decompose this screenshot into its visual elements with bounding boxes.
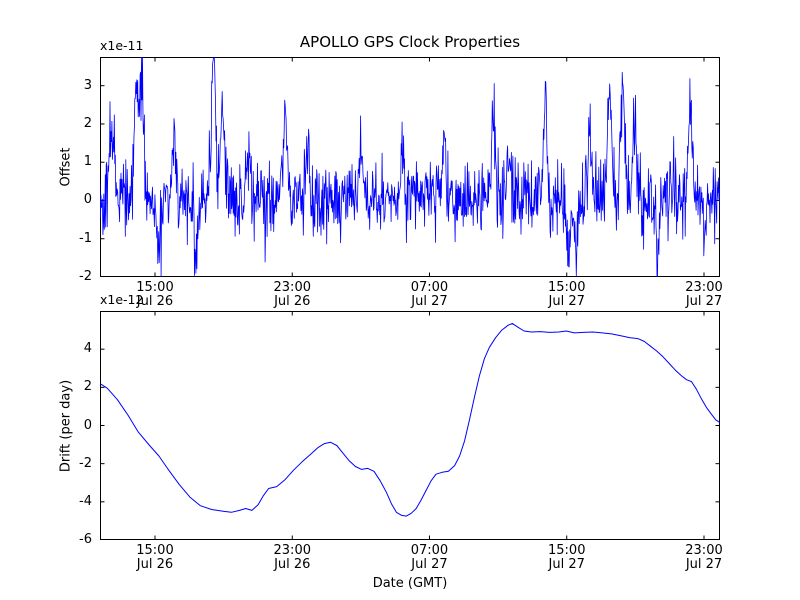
- x-tick-time: 23:00: [685, 543, 723, 558]
- x-tick-date: Jul 27: [685, 557, 723, 572]
- y-tick-label: -2: [79, 455, 92, 471]
- x-tick-date: Jul 27: [685, 294, 723, 309]
- axes-frame-top: [100, 57, 720, 277]
- axes-frame-bottom: [100, 311, 720, 540]
- x-tick-time: 15:00: [548, 280, 586, 295]
- x-tick-label: 23:00 Jul 26: [274, 544, 311, 572]
- x-tick-date: Jul 26: [136, 294, 174, 309]
- top-axis-scale-label: x1e-11: [100, 38, 144, 53]
- y-tick-label: 2: [83, 379, 92, 395]
- x-tick-date: Jul 26: [136, 557, 174, 572]
- y-tick-label: -4: [79, 493, 92, 509]
- x-axis-label: Date (GMT): [372, 576, 448, 591]
- x-tick-time: 15:00: [136, 280, 174, 295]
- y-tick-label: -6: [79, 532, 92, 547]
- offset-series-line: [100, 57, 720, 277]
- x-tick-time: 23:00: [685, 280, 723, 295]
- y-tick-label: -2: [79, 269, 92, 284]
- y-tick-label: 3: [83, 77, 92, 93]
- x-tick-date: Jul 27: [411, 294, 448, 309]
- y-tick-label: 0: [83, 417, 92, 433]
- x-tick-time: 23:00: [273, 280, 311, 295]
- x-tick-time: 15:00: [548, 543, 586, 558]
- x-tick-date: Jul 27: [548, 294, 585, 309]
- bottom-axis-scale-label: x1e-12: [100, 292, 144, 307]
- drift-series-line: [100, 322, 720, 517]
- y-tick-label: -1: [79, 230, 92, 246]
- x-tick-label: 15:00 Jul 26: [136, 281, 173, 309]
- x-tick-time: 15:00: [136, 543, 174, 558]
- y-tick-label: 1: [83, 154, 92, 170]
- x-tick-time: 07:00: [410, 280, 449, 295]
- chart-title: APOLLO GPS Clock Properties: [299, 33, 521, 51]
- y-tick-label: 2: [83, 115, 92, 131]
- top-plot-area: [100, 57, 720, 277]
- x-tick-date: Jul 26: [274, 294, 311, 309]
- x-tick-date: Jul 27: [411, 557, 448, 572]
- x-tick-time: 07:00: [410, 543, 449, 558]
- x-tick-label: 07:00 Jul 27: [411, 281, 448, 309]
- y-tick-label: 0: [83, 192, 92, 208]
- x-tick-label: 15:00 Jul 27: [548, 281, 585, 309]
- x-tick-label: 23:00 Jul 27: [685, 281, 722, 309]
- bottom-plot-area: [100, 311, 720, 540]
- x-tick-date: Jul 26: [274, 557, 311, 572]
- x-tick-label: 07:00 Jul 27: [411, 544, 448, 572]
- x-tick-label: 15:00 Jul 26: [136, 544, 173, 572]
- y-tick-label: 4: [83, 341, 92, 357]
- x-tick-label: 23:00 Jul 27: [685, 544, 722, 572]
- x-tick-label: 15:00 Jul 27: [548, 544, 585, 572]
- x-tick-time: 23:00: [273, 543, 311, 558]
- x-tick-date: Jul 27: [548, 557, 585, 572]
- x-tick-label: 23:00 Jul 26: [274, 281, 311, 309]
